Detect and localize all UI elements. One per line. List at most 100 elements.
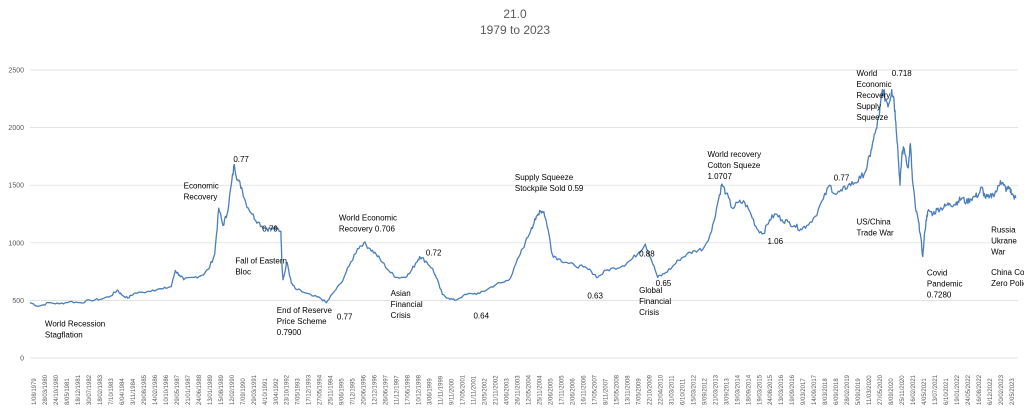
annotation-label: World Recession Stagflation — [45, 319, 105, 339]
x-tick-label: 19/09/2016 — [790, 374, 796, 405]
x-tick-label: 29/05/1987 — [175, 374, 181, 405]
x-tick-label: 9/06/1995 — [340, 378, 346, 405]
x-tick-label: 30/07/1982 — [87, 374, 93, 405]
x-tick-label: 20/06/1996 — [362, 374, 368, 405]
annotation-label: 0.65 — [656, 279, 672, 288]
x-tick-label: 9/11/2000 — [450, 378, 456, 405]
x-tick-label: 2/05/2002 — [483, 378, 489, 405]
x-tick-label: 20/02/2023 — [999, 374, 1005, 405]
annotation-label: Fall of Eastern Bloc — [235, 257, 287, 277]
x-tick-label: 18/09/2014 — [746, 374, 752, 405]
x-tick-label: 11/03/2020 — [867, 375, 873, 405]
x-tick-label: 9/09/2012 — [702, 378, 708, 405]
x-tick-label: 3/06/1999 — [428, 378, 434, 405]
x-tick-label: 13/07/2021 — [933, 374, 939, 405]
annotation-label: End of Reserve Price Scheme 0.7900 — [277, 306, 333, 337]
x-tick-label: 19/01/2022 — [955, 374, 961, 405]
annotation-label: 0.77 — [834, 174, 850, 183]
x-tick-label: 8/03/2018 — [823, 378, 829, 405]
x-tick-label: 14/02/1986 — [153, 374, 159, 405]
x-tick-label: 24/10/1980 — [54, 374, 60, 405]
x-tick-label: 12/02/1990 — [230, 374, 236, 405]
x-tick-label: 16/02/2021 — [911, 374, 917, 405]
x-tick-label: 11/11/1999 — [439, 375, 445, 405]
x-tick-label: 17/05/2007 — [592, 374, 598, 405]
x-tick-label: 22/10/2009 — [647, 374, 653, 405]
x-tick-label: 1/08/1979 — [32, 378, 38, 405]
x-tick-label: 26/06/1997 — [384, 374, 390, 405]
x-tick-label: 3/11/1984 — [131, 378, 137, 405]
x-tick-label: 5/09/2019 — [856, 378, 862, 405]
x-tick-label: 14/09/2017 — [812, 374, 818, 405]
x-tick-label: 13/03/2016 — [779, 374, 785, 405]
x-tick-label: 18/12/1981 — [76, 374, 82, 405]
y-tick-label: 2000 — [8, 125, 24, 132]
x-tick-label: 6/09/2018 — [834, 378, 840, 405]
annotations: World Recession Stagflation Economic Recove… — [45, 69, 1024, 340]
x-tick-label: 26/11/2003 — [516, 375, 522, 405]
x-tick-label: 17/11/2005 — [559, 375, 565, 405]
annotation-label: China CovidZero Policy — [991, 268, 1024, 288]
x-tick-label: 8/11/2007 — [603, 378, 609, 405]
annotation-label: World recovery Cotton Squeze 1.0707 — [707, 150, 761, 181]
annotation-label: World Economic Recovery 0.706 — [339, 213, 397, 233]
annotation-label: US/China Trade War — [857, 217, 895, 237]
annotation-label: Supply Squeeze Stockpile Sold 0.59 — [515, 173, 584, 193]
x-tick-label: 4/06/2003 — [505, 378, 511, 405]
x-tick-label: 25/11/1994 — [329, 375, 335, 405]
x-tick-label: 4/10/1991 — [263, 378, 269, 405]
x-tick-label: 17/05/2001 — [461, 374, 467, 405]
y-axis: 0 500 1000 1500 2000 2500 — [8, 68, 24, 363]
annotation-label: 0.77 — [337, 312, 353, 321]
x-tick-label: 18/02/1983 — [98, 374, 104, 405]
x-tick-label: 19/03/2015 — [757, 374, 763, 405]
x-tick-label: 6/04/1984 — [120, 378, 126, 405]
x-tick-label: 16/11/2006 — [581, 375, 587, 405]
x-tick-label: 28/03/1980 — [43, 374, 49, 405]
annotation-label: Russia Ukrane War — [991, 225, 1017, 256]
annotation-label: 0.79 — [262, 224, 278, 233]
x-tick-label: 2/06/2006 — [570, 378, 576, 405]
annotation-label: World Economic Recovery Supply Squeeze — [857, 69, 892, 122]
x-tick-label: 25/11/2020 — [900, 375, 906, 405]
annotation-label: Asian Financial Crisis — [391, 289, 423, 320]
annotation-label: 0.63 — [587, 292, 603, 301]
x-tick-label: 6/12/2022 — [988, 378, 994, 405]
y-tick-label: 1000 — [8, 240, 24, 247]
x-tick-label: 29/03/1991 — [252, 374, 258, 405]
annotation-label: 0.64 — [473, 311, 489, 320]
x-tick-label: 24/05/2022 — [966, 374, 972, 405]
x-tick-label: 15/08/1989 — [219, 374, 225, 405]
y-tick-label: 2500 — [8, 68, 24, 75]
x-tick-label: 8/09/2020 — [889, 378, 895, 405]
annotation-label: Economic Recovery — [184, 182, 219, 202]
x-tick-label: 2/05/2023 — [1010, 378, 1016, 405]
x-tick-label: 23/10/1992 — [285, 374, 291, 405]
x-tick-label: 13/01/1989 — [208, 374, 214, 405]
chart-title: 21.0 — [503, 7, 527, 21]
y-tick-label: 0 — [20, 356, 24, 363]
x-tick-label: 6/10/2011 — [680, 378, 686, 405]
annotation-label: 1.06 — [767, 237, 783, 246]
x-tick-label: 21/01/1987 — [186, 374, 192, 405]
annotation-label: 0.77 — [233, 155, 249, 164]
x-tick-label: 21/11/2002 — [494, 375, 500, 405]
x-tick-label: 12/12/1996 — [373, 374, 379, 405]
x-tick-label: 19/03/2014 — [735, 374, 741, 405]
chart-subtitle: 1979 to 2023 — [480, 23, 550, 37]
x-tick-label: 8/05/1981 — [65, 378, 71, 405]
x-tick-label: 7/10/1983 — [109, 378, 115, 405]
x-tick-label: 7/05/1993 — [296, 378, 302, 405]
x-tick-label: 3/04/1992 — [274, 378, 280, 405]
x-tick-label: 13/11/2008 — [625, 375, 631, 405]
x-axis: 1/08/1979 28/03/1980 24/10/1980 8/05/1981 18… — [32, 374, 1016, 405]
x-tick-label: 24/08/2015 — [768, 374, 774, 405]
x-tick-label: 6/10/2021 — [944, 378, 950, 405]
gridlines — [30, 69, 1018, 359]
x-tick-label: 24/06/1988 — [197, 374, 203, 405]
x-tick-label: 2/06/2005 — [548, 378, 554, 405]
x-tick-label: 25/11/2004 — [537, 375, 543, 405]
x-tick-label: 27/05/2020 — [878, 374, 884, 405]
x-tick-label: 17/06/1998 — [406, 374, 412, 405]
